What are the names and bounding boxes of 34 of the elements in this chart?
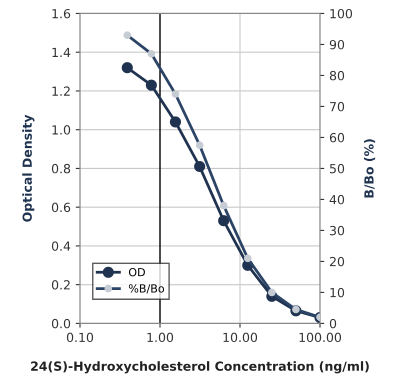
y2-tick-label: 0 xyxy=(330,318,336,328)
y-tick-label: 1.4 xyxy=(52,48,70,57)
point xyxy=(122,62,133,74)
x-tick-label: 1.00 xyxy=(147,332,174,342)
y2-tick-label: 50 xyxy=(330,164,344,174)
y2-tick-label: 30 xyxy=(330,226,344,236)
y-tick-label: 1.6 xyxy=(52,8,70,18)
y2-axis-title: B/Bo (%) xyxy=(364,139,376,198)
y2-tick-label: 90 xyxy=(330,40,344,50)
y-tick-label: 0.6 xyxy=(52,202,70,212)
point xyxy=(218,215,230,226)
y-tick-label: 0.4 xyxy=(52,241,70,251)
point xyxy=(146,80,157,91)
y-axis-title: Optical Density xyxy=(22,114,34,222)
point xyxy=(194,160,206,172)
y2-tick-label: 70 xyxy=(330,102,344,112)
x-axis-title: 24(S)-Hydroxycholesterol Concentration (ng/ml) xyxy=(31,361,369,374)
point xyxy=(170,116,182,128)
y-tick-label: 1.2 xyxy=(52,86,70,96)
legend-label: %B/Bo xyxy=(128,284,164,294)
y-tick-label: 0.0 xyxy=(52,318,70,328)
x-tick-label: 100.00 xyxy=(300,332,342,342)
y2-tick-label: 80 xyxy=(330,70,344,80)
legend-label: OD xyxy=(128,268,145,276)
y-tick-label: 1.0 xyxy=(52,125,70,135)
x-tick-label: 0.10 xyxy=(66,332,94,342)
y2-tick-label: 60 xyxy=(330,132,344,142)
y2-tick-label: 10 xyxy=(330,288,344,298)
y-tick-label: 0.2 xyxy=(52,280,70,290)
y2-tick-label: 40 xyxy=(330,194,344,204)
y-tick-label: 0.8 xyxy=(52,164,70,174)
y2-tick-label: 100 xyxy=(330,8,352,18)
x-tick-label: 10.00 xyxy=(223,332,258,342)
y2-tick-label: 20 xyxy=(330,256,344,266)
